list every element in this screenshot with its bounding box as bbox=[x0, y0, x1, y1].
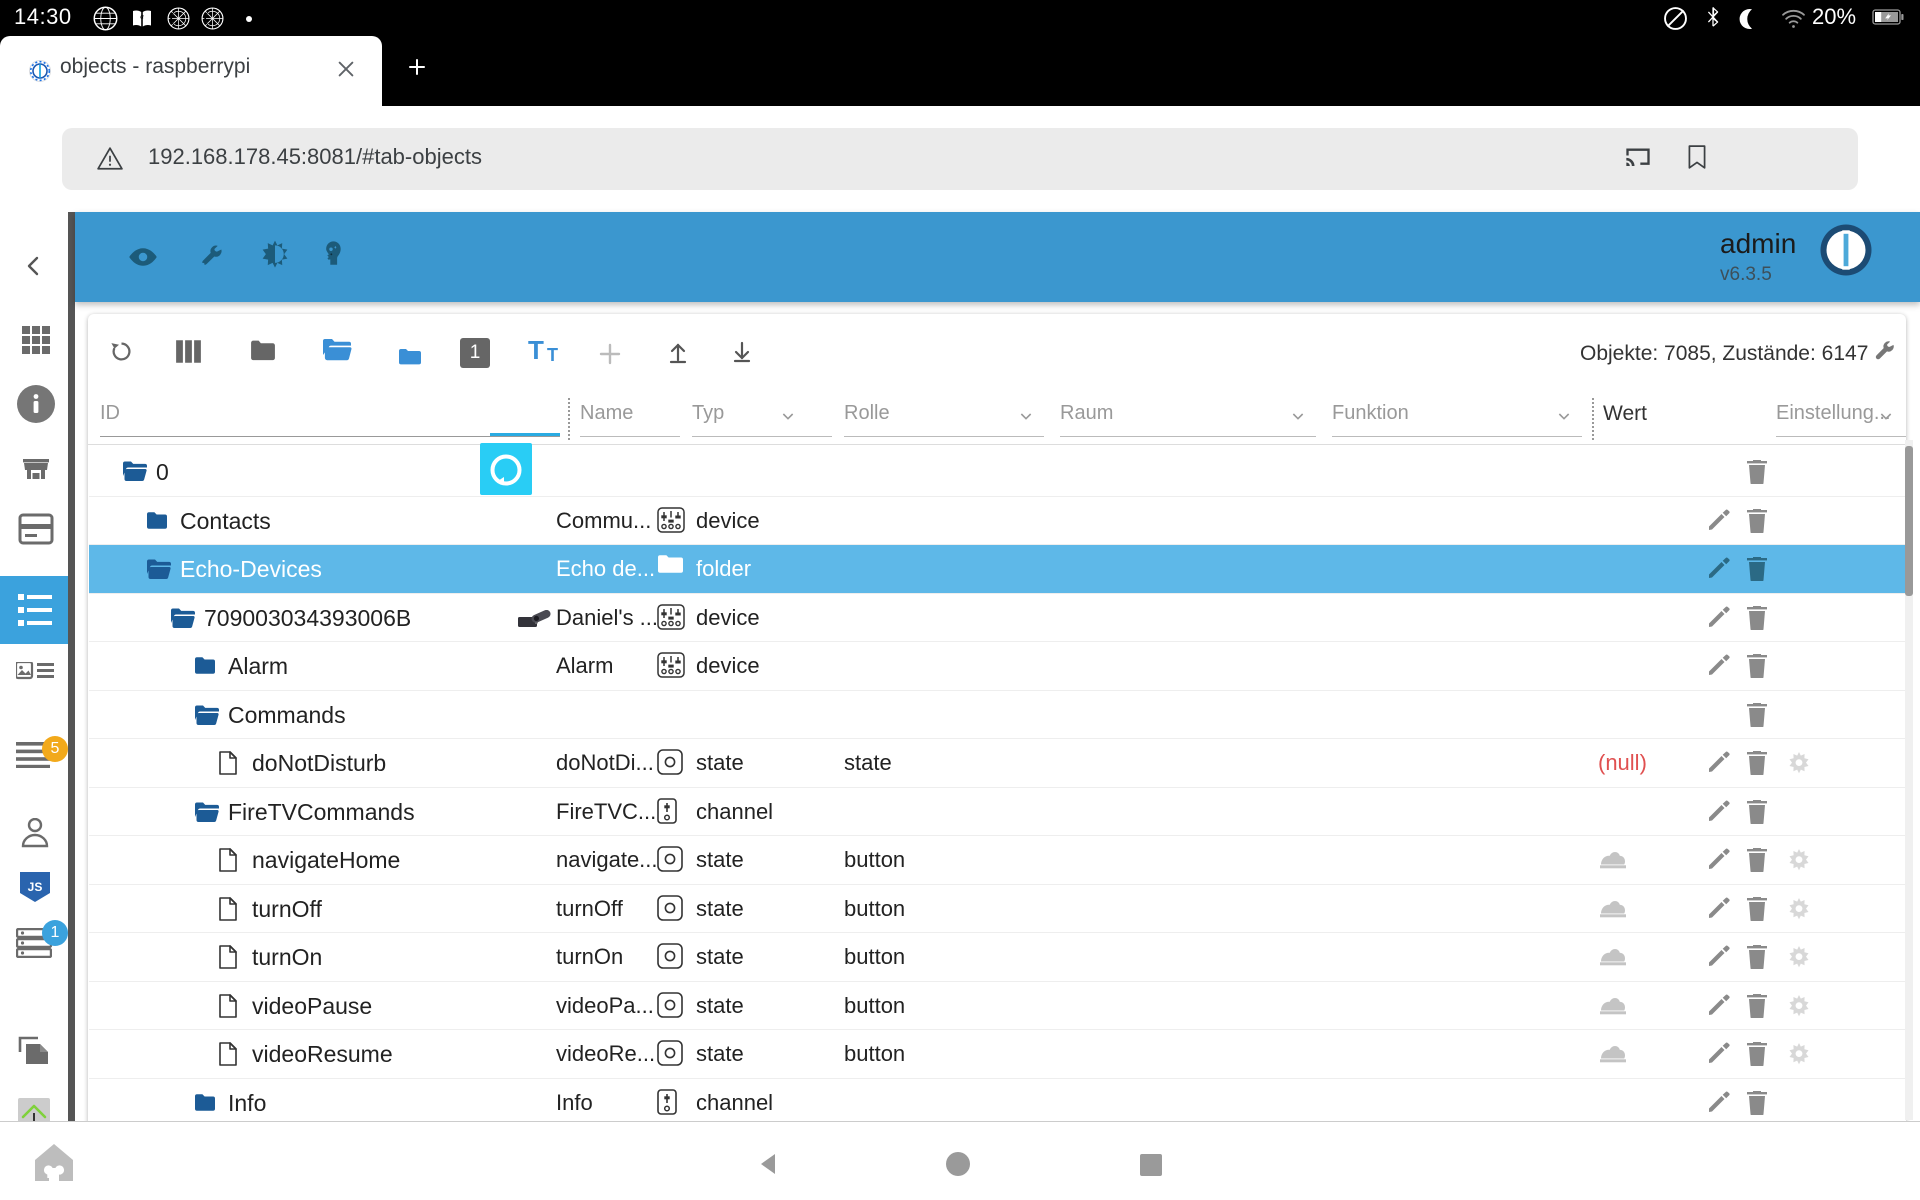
svg-text:JS: JS bbox=[28, 880, 43, 894]
svg-text:T: T bbox=[547, 345, 558, 365]
svg-text:T: T bbox=[528, 339, 544, 365]
svg-text:a: a bbox=[140, 12, 144, 20]
